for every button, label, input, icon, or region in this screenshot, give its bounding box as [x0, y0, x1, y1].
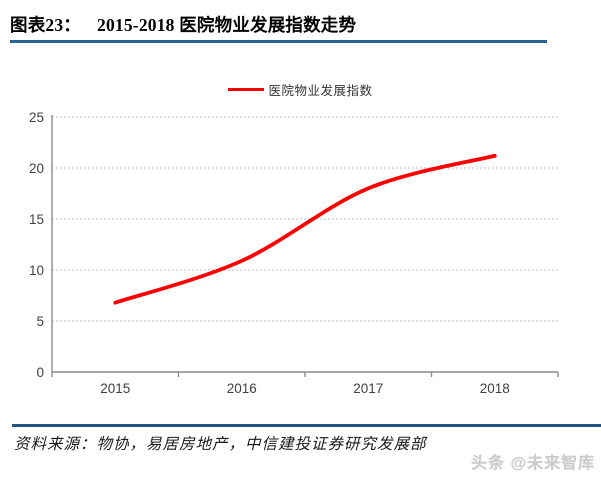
watermark: 头条 @未来智库	[470, 455, 595, 472]
chart-legend: 医院物业发展指数	[0, 80, 601, 99]
footer-rule	[12, 424, 601, 427]
svg-text:2016: 2016	[227, 381, 257, 396]
svg-text:2018: 2018	[480, 381, 510, 396]
svg-text:2017: 2017	[353, 381, 383, 396]
header-rule	[10, 40, 547, 43]
legend-series-label: 医院物业发展指数	[268, 84, 373, 98]
svg-text:15: 15	[29, 212, 44, 227]
svg-text:10: 10	[29, 263, 44, 278]
svg-text:0: 0	[36, 365, 44, 380]
svg-text:25: 25	[29, 110, 44, 125]
figure-title: 2015-2018 医院物业发展指数走势	[97, 15, 357, 35]
line-chart: 0 5 10 15 20 25 2015 2016 2017 2018	[0, 100, 601, 410]
figure-number-label: 图表23：	[10, 15, 81, 35]
svg-text:5: 5	[36, 314, 44, 329]
source-note: 资料来源：物协，易居房地产，中信建投证券研究发展部	[14, 436, 427, 453]
svg-text:2015: 2015	[100, 381, 130, 396]
svg-text:20: 20	[29, 161, 44, 176]
line-chart-svg: 0 5 10 15 20 25 2015 2016 2017 2018	[29, 110, 559, 396]
figure-header: 图表23： 2015-2018 医院物业发展指数走势	[10, 12, 591, 37]
legend-line-swatch	[228, 88, 265, 91]
